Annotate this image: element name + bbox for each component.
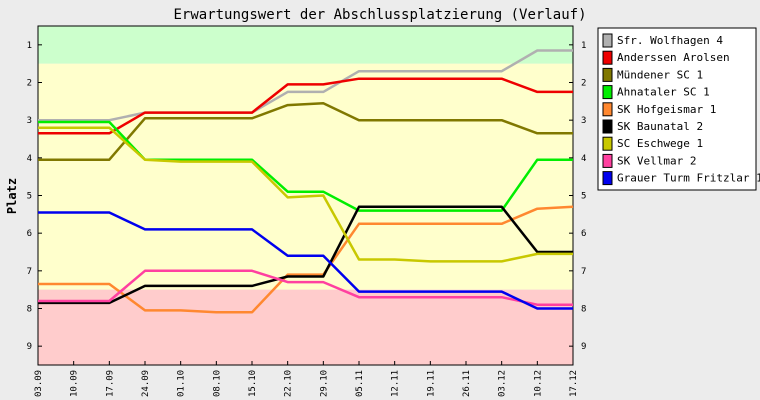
legend-label-3: Mündener SC 1 (617, 68, 703, 81)
legend-label-2: Anderssen Arolsen (617, 51, 730, 64)
legend-swatch-5 (602, 102, 613, 117)
series-lines (38, 49, 574, 314)
legend-swatch-4 (602, 85, 613, 100)
x-tick-label: 01.10 (177, 370, 187, 397)
series-line-9 (38, 211, 573, 310)
y-tick-label-left: 8 (27, 305, 32, 315)
legend-box (597, 27, 757, 191)
legend-label-6: SK Baunatal 2 (617, 120, 703, 133)
series-line-6 (38, 205, 573, 305)
legend-swatch-1 (602, 33, 613, 48)
y-axis-label: Platz (5, 178, 19, 214)
y-tick-label-right: 5 (581, 192, 586, 202)
legend: Sfr. Wolfhagen 4 Anderssen Arolsen Mündene… (597, 27, 760, 191)
x-axis-ticks: 03.09 10.09 17.09 24.09 01.10 08.10 15.10 22.10… (34, 361, 579, 397)
y-tick-label-right: 8 (581, 305, 586, 315)
y-tick-label-right: 7 (581, 267, 586, 277)
x-tick-label: 17.09 (105, 370, 115, 397)
y-tick-label-right: 6 (581, 229, 586, 239)
x-tick-label: 15.10 (248, 370, 258, 397)
x-tick-label: 22.10 (284, 370, 294, 397)
y-tick-label-left: 2 (27, 79, 32, 89)
x-tick-label: 19.11 (426, 370, 436, 397)
x-tick-label: 17.12 (569, 370, 579, 397)
series-line-5 (38, 205, 574, 314)
y-tick-label-right: 9 (581, 342, 586, 352)
legend-label-5: SK Hofgeismar 1 (617, 103, 716, 116)
y-tick-label-left: 3 (27, 116, 32, 126)
y-tick-label-left: 9 (27, 342, 32, 352)
x-tick-label: 24.09 (141, 370, 151, 397)
legend-label-9: Grauer Turm Fritzlar 1 (617, 172, 760, 185)
x-tick-label: 03.12 (498, 370, 508, 397)
legend-swatch-7 (602, 136, 613, 151)
y-tick-label-left: 1 (27, 41, 32, 51)
series-line-4 (38, 120, 573, 212)
y-tick-label-left: 5 (27, 192, 32, 202)
x-tick-label: 26.11 (462, 370, 472, 397)
legend-label-7: SC Eschwege 1 (617, 137, 703, 150)
y-tick-label-left: 7 (27, 267, 32, 277)
x-tick-label: 29.10 (319, 370, 329, 397)
legend-swatch-3 (602, 67, 613, 82)
series-line-2 (38, 77, 573, 135)
legend-label-1: Sfr. Wolfhagen 4 (617, 34, 723, 47)
y-tick-label-right: 4 (581, 154, 586, 164)
x-tick-label: 12.11 (391, 370, 401, 397)
legend-label-8: SK Vellmar 2 (617, 154, 696, 167)
series-line-7 (38, 126, 573, 263)
x-tick-label: 08.10 (212, 370, 222, 397)
chart-title: Erwartungswert der Abschlussplatzierung … (173, 7, 586, 23)
legend-label-4: Ahnataler SC 1 (617, 86, 710, 99)
x-tick-label: 05.11 (355, 370, 365, 397)
legend-swatch-8 (602, 153, 613, 168)
legend-swatch-6 (602, 119, 613, 134)
y-axis-ticks: 1 1 2 2 3 3 4 4 5 5 6 6 7 7 8 8 9 9 (27, 41, 587, 352)
legend-swatch-2 (602, 50, 613, 65)
zone-band-2 (38, 63, 573, 290)
series-line-3 (38, 101, 573, 161)
zone-bands (38, 26, 573, 365)
y-tick-label-left: 6 (27, 229, 32, 239)
zone-band-1 (38, 26, 573, 64)
y-tick-label-right: 1 (581, 41, 586, 51)
x-tick-label: 03.09 (34, 370, 44, 397)
y-tick-label-right: 2 (581, 79, 586, 89)
legend-swatch-9 (602, 171, 613, 186)
series-line-8 (38, 269, 573, 306)
x-tick-label: 10.12 (533, 370, 543, 397)
y-tick-label-right: 3 (581, 116, 586, 126)
series-line-1 (38, 49, 573, 122)
y-tick-label-left: 4 (27, 154, 32, 164)
zone-band-3 (38, 289, 573, 365)
x-tick-label: 10.09 (70, 370, 80, 397)
